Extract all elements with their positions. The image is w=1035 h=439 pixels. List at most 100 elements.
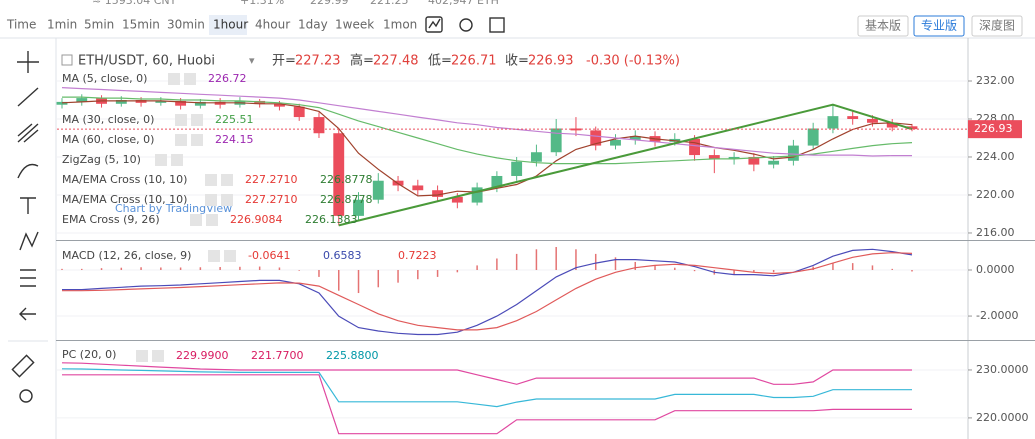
candle-body bbox=[333, 133, 345, 216]
close-icon[interactable] bbox=[191, 134, 203, 146]
settings-icon[interactable] bbox=[175, 134, 187, 146]
last-price-tag bbox=[968, 120, 1022, 139]
chart-style-button[interactable] bbox=[425, 16, 443, 33]
settings-icon[interactable] bbox=[208, 250, 220, 262]
indicator-value: 227.2710 bbox=[245, 193, 298, 206]
ohlc-key: 高= bbox=[350, 53, 374, 69]
candle-body bbox=[886, 122, 898, 128]
indicator-value: 226.9084 bbox=[230, 213, 283, 226]
settings-icon[interactable] bbox=[205, 174, 217, 186]
text-tool[interactable] bbox=[20, 197, 36, 214]
pane-title: MACD (12, 26, close, 9) bbox=[62, 249, 191, 262]
close-icon[interactable] bbox=[224, 250, 236, 262]
series-line bbox=[62, 248, 913, 336]
brush-tool[interactable] bbox=[17, 163, 39, 179]
indicator-name: EMA Cross (9, 26) bbox=[62, 213, 160, 226]
y-tick-label: 230.0000 bbox=[976, 363, 1029, 376]
interval-button[interactable]: 4hour bbox=[255, 18, 290, 32]
candle-body bbox=[76, 98, 88, 102]
icon bbox=[428, 18, 441, 29]
back-tool[interactable] bbox=[19, 307, 36, 321]
y-tick-label: 220.0000 bbox=[976, 411, 1029, 424]
interval-button[interactable]: 1min bbox=[47, 18, 77, 32]
candle-body bbox=[768, 160, 780, 165]
ohlc-value: 226.71 bbox=[451, 54, 497, 69]
dropdown-arrow[interactable]: ▾ bbox=[249, 54, 255, 67]
indicator-value: 225.8800 bbox=[326, 349, 379, 362]
settings-icon[interactable] bbox=[155, 154, 167, 166]
crosshair-tool[interactable] bbox=[17, 51, 39, 73]
ohlc-key: 低= bbox=[428, 54, 452, 69]
active-interval bbox=[209, 15, 247, 35]
indicator-value: 224.15 bbox=[215, 133, 254, 146]
measure-tool[interactable] bbox=[11, 354, 35, 378]
version-label: 深度图 bbox=[979, 18, 1015, 33]
close-icon[interactable] bbox=[171, 154, 183, 166]
candle-body bbox=[689, 138, 700, 156]
interval-button[interactable]: 5min bbox=[84, 18, 114, 32]
last-price-label: 226.93 bbox=[974, 122, 1013, 135]
y-tick-label: 220.00 bbox=[976, 188, 1015, 201]
indicator-value: -0.0641 bbox=[248, 249, 290, 262]
close-icon[interactable] bbox=[206, 214, 218, 226]
settings-icon[interactable] bbox=[136, 350, 148, 362]
candle-body bbox=[550, 128, 562, 153]
close-icon[interactable] bbox=[221, 194, 233, 206]
candle-body bbox=[787, 145, 799, 161]
candle-body bbox=[728, 156, 740, 159]
candle-body bbox=[807, 128, 819, 146]
candle-body bbox=[748, 156, 760, 165]
version-button[interactable] bbox=[971, 15, 1023, 37]
candle-body bbox=[867, 118, 878, 123]
pattern-tool[interactable] bbox=[19, 231, 39, 251]
prediction-tool[interactable] bbox=[20, 269, 36, 287]
close-icon[interactable] bbox=[152, 350, 164, 362]
series-line bbox=[338, 103, 913, 227]
y-tick-label: 216.00 bbox=[976, 226, 1015, 239]
pane-title: PC (20, 0) bbox=[62, 348, 116, 361]
interval-button[interactable]: 30min bbox=[167, 18, 205, 32]
settings-button[interactable] bbox=[459, 18, 473, 32]
top-stat: +1.31% bbox=[240, 0, 284, 7]
ohlc-value: 227.48 bbox=[373, 54, 419, 69]
candle-body bbox=[313, 117, 325, 134]
fib-tool[interactable] bbox=[17, 123, 39, 143]
indicator-name: MA (60, close, 0) bbox=[62, 133, 154, 146]
fullscreen-button[interactable] bbox=[489, 17, 505, 33]
ohlc-key: 开= bbox=[272, 54, 296, 69]
close-icon[interactable] bbox=[184, 73, 196, 85]
zoom-tool[interactable] bbox=[19, 389, 33, 403]
indicator-value: 221.7700 bbox=[251, 349, 304, 362]
ohlc-value: 226.93 bbox=[528, 54, 574, 69]
settings-icon[interactable] bbox=[175, 114, 187, 126]
interval-button[interactable]: 1hour bbox=[213, 18, 248, 32]
version-button[interactable] bbox=[857, 15, 909, 37]
candle-body bbox=[708, 155, 720, 159]
version-label: 基本版 bbox=[865, 19, 901, 33]
close-icon[interactable] bbox=[191, 114, 203, 126]
settings-icon[interactable] bbox=[190, 214, 202, 226]
candle-body bbox=[570, 128, 582, 131]
version-button[interactable] bbox=[913, 15, 965, 37]
interval-button[interactable]: 15min bbox=[122, 18, 160, 32]
close-icon[interactable] bbox=[221, 174, 233, 186]
candle-body bbox=[590, 130, 602, 146]
candle-body bbox=[827, 116, 839, 129]
indicator-value: 0.6583 bbox=[323, 249, 362, 262]
interval-button[interactable]: 1mon bbox=[383, 18, 417, 32]
trendline-tool[interactable] bbox=[17, 87, 39, 107]
series-line bbox=[62, 252, 913, 331]
candle-body bbox=[530, 152, 542, 162]
settings-icon[interactable] bbox=[205, 194, 217, 206]
candle-body bbox=[293, 106, 305, 118]
interval-button[interactable]: Time bbox=[6, 18, 36, 32]
interval-button[interactable]: 1day bbox=[298, 18, 328, 32]
series-line bbox=[62, 96, 913, 165]
candle-body bbox=[471, 187, 483, 203]
settings-icon[interactable] bbox=[168, 73, 180, 85]
candle-body bbox=[194, 101, 206, 106]
interval-button[interactable]: 1week bbox=[335, 18, 374, 32]
y-tick-label: 232.00 bbox=[976, 74, 1015, 87]
series-line bbox=[61, 87, 912, 157]
